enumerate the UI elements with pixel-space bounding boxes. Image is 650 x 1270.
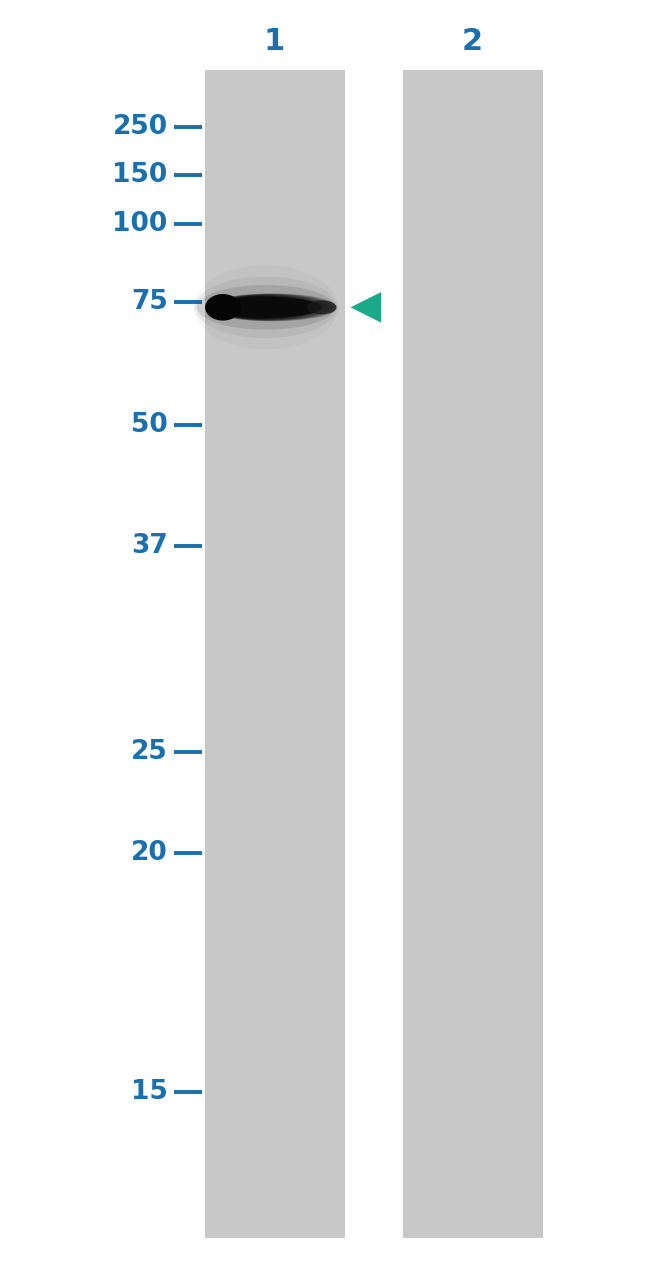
Ellipse shape xyxy=(197,284,335,330)
Ellipse shape xyxy=(213,295,318,320)
Ellipse shape xyxy=(218,296,305,319)
Text: 100: 100 xyxy=(112,211,168,236)
Text: 37: 37 xyxy=(131,533,168,559)
Ellipse shape xyxy=(215,295,313,320)
Ellipse shape xyxy=(212,295,322,320)
Text: 50: 50 xyxy=(131,413,168,438)
Text: 75: 75 xyxy=(131,290,168,315)
Ellipse shape xyxy=(216,296,311,319)
Text: 150: 150 xyxy=(112,163,168,188)
Ellipse shape xyxy=(208,293,334,321)
Ellipse shape xyxy=(210,297,322,318)
Bar xyxy=(205,70,344,1238)
Ellipse shape xyxy=(211,295,326,320)
Ellipse shape xyxy=(216,296,309,319)
Ellipse shape xyxy=(209,293,332,321)
Text: 2: 2 xyxy=(462,28,483,56)
Ellipse shape xyxy=(209,293,330,321)
Ellipse shape xyxy=(213,295,320,320)
Ellipse shape xyxy=(205,295,241,320)
Ellipse shape xyxy=(217,296,307,319)
Ellipse shape xyxy=(307,300,337,314)
Ellipse shape xyxy=(219,296,301,319)
Ellipse shape xyxy=(207,293,336,321)
Text: 15: 15 xyxy=(131,1080,168,1105)
Ellipse shape xyxy=(214,295,315,320)
Ellipse shape xyxy=(214,295,317,320)
Text: 25: 25 xyxy=(131,739,168,765)
Text: 20: 20 xyxy=(131,841,168,866)
Text: 250: 250 xyxy=(112,114,168,140)
Ellipse shape xyxy=(207,293,338,321)
Text: 1: 1 xyxy=(264,28,285,56)
Ellipse shape xyxy=(211,295,324,320)
Bar xyxy=(403,70,543,1238)
Ellipse shape xyxy=(210,295,328,320)
Ellipse shape xyxy=(195,277,337,338)
Ellipse shape xyxy=(218,296,303,319)
